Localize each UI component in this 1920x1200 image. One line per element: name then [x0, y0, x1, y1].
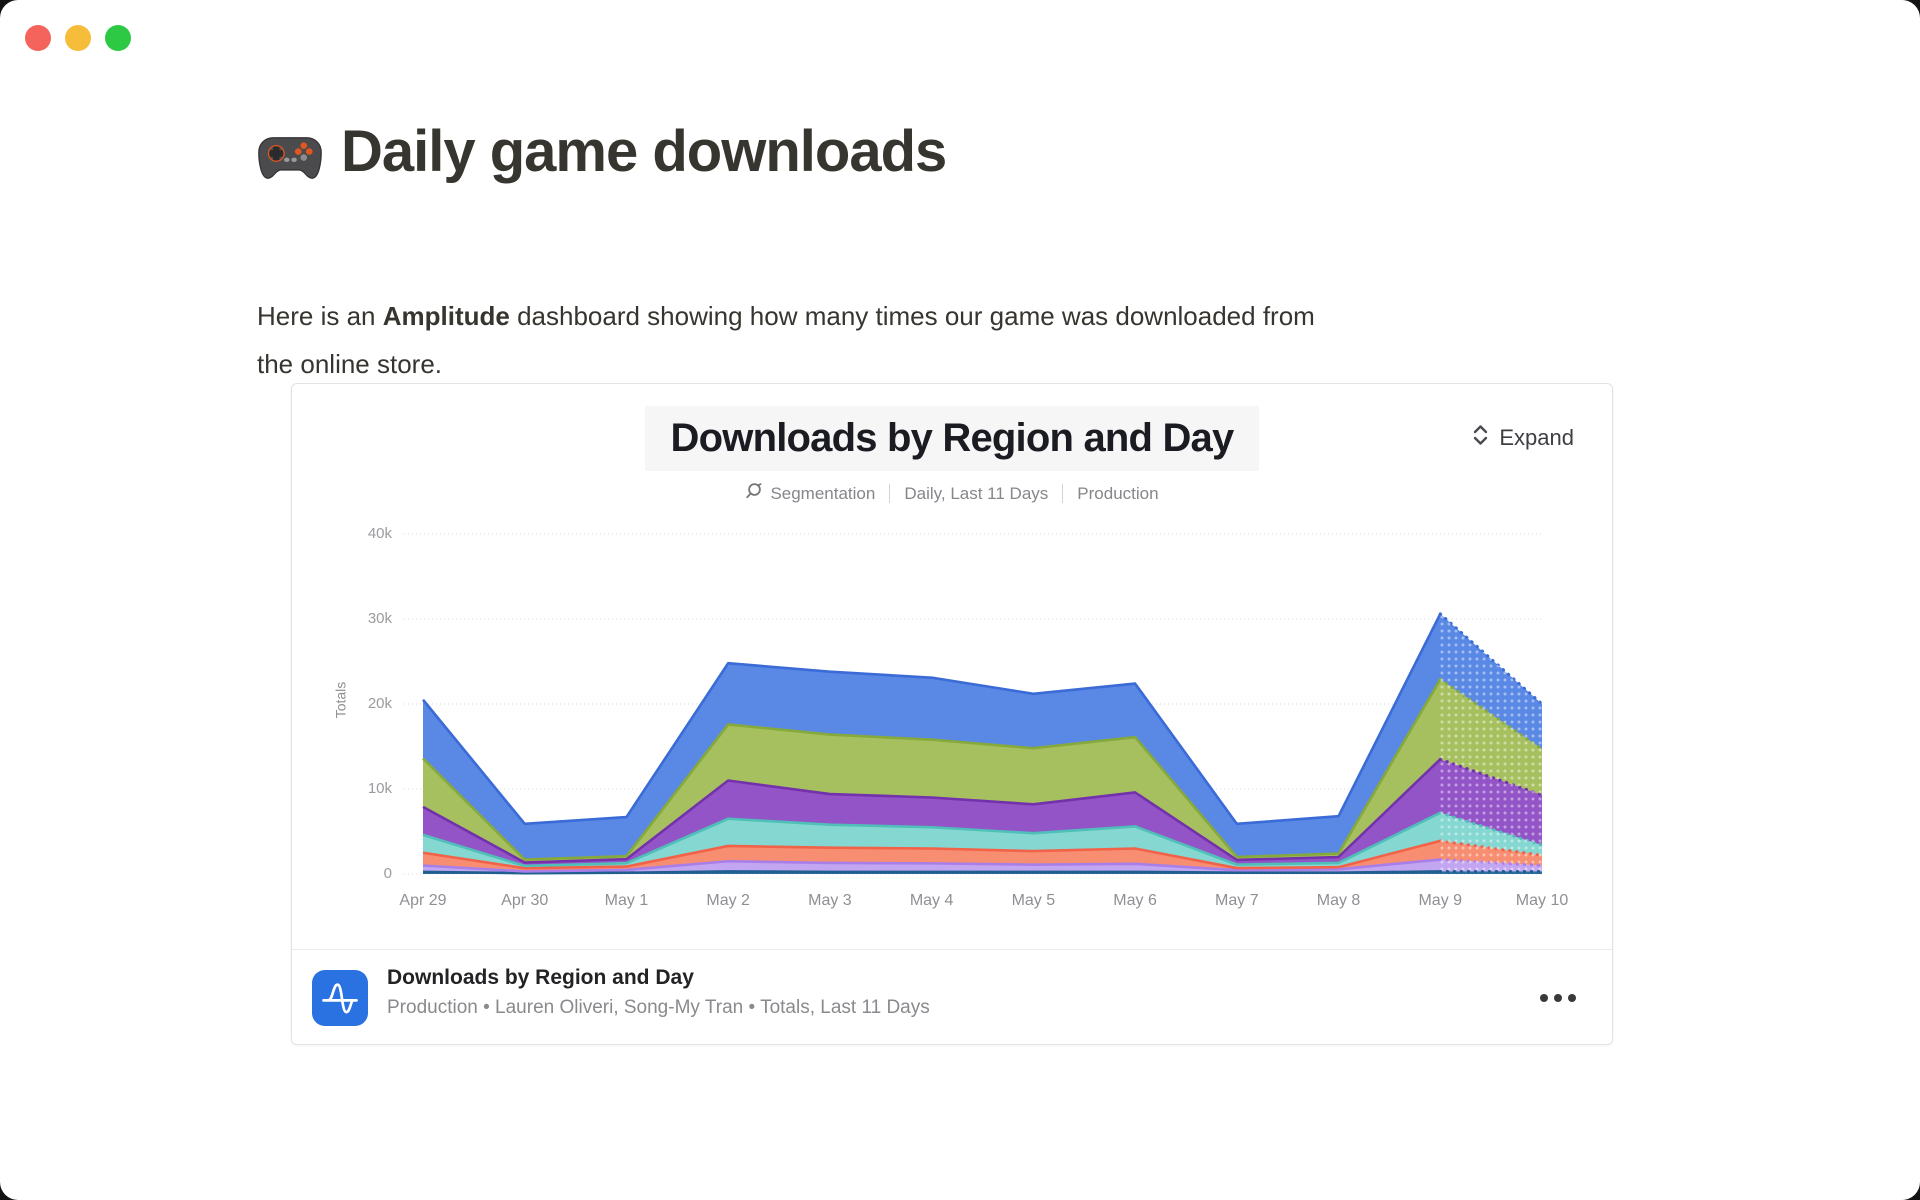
- segmentation-icon: [745, 482, 763, 505]
- footer-chart-title: Downloads by Region and Day: [387, 966, 694, 989]
- expand-label: Expand: [1499, 425, 1574, 450]
- intro-paragraph: Here is an Amplitude dashboard showing h…: [257, 301, 1315, 379]
- footer-chart-meta: Production • Lauren Oliveri, Song-My Tra…: [387, 997, 930, 1018]
- ellipsis-icon: [1540, 994, 1548, 1002]
- page-title-text: Daily game downloads: [341, 119, 947, 184]
- y-axis-tick: 0: [383, 865, 392, 882]
- card-divider: [292, 949, 1612, 950]
- close-button[interactable]: [25, 25, 51, 51]
- chart-title: Downloads by Region and Day: [644, 406, 1260, 471]
- page-title: Daily game downloads: [257, 118, 947, 185]
- x-axis-tick: May 5: [1011, 892, 1056, 909]
- chart-title-row: Downloads by Region and Day: [292, 406, 1612, 471]
- x-axis-tick: May 9: [1418, 892, 1463, 909]
- x-axis-tick: May 6: [1113, 892, 1157, 909]
- x-axis-tick: Apr 30: [501, 892, 549, 909]
- x-axis-tick: May 4: [909, 892, 954, 909]
- chart-meta-row: Segmentation Daily, Last 11 Days Product…: [292, 482, 1612, 505]
- expand-chevrons-icon: [1472, 424, 1489, 452]
- x-axis-tick: May 1: [604, 892, 649, 909]
- stacked-area-chart: Totals 0 10k 20k 30k 40k Apr 29 Apr 30 May 1 May…: [292, 384, 1614, 949]
- segmentation-label: Segmentation: [770, 483, 876, 503]
- meta-separator: [1062, 484, 1064, 503]
- minimize-button[interactable]: [65, 25, 91, 51]
- window-controls: [25, 25, 131, 51]
- meta-separator: [889, 484, 891, 503]
- x-axis-tick: Apr 29: [399, 892, 447, 909]
- y-axis-tick: 40k: [367, 525, 392, 542]
- card-footer: Downloads by Region and Day Production •…: [292, 950, 1612, 1046]
- x-axis-tick: May 8: [1316, 892, 1361, 909]
- x-axis-tick: May 7: [1215, 892, 1259, 909]
- y-axis-tick: 10k: [367, 780, 392, 797]
- environment-label: Production: [1077, 483, 1159, 503]
- more-menu-button[interactable]: [1534, 988, 1582, 1008]
- expand-button[interactable]: Expand: [1468, 420, 1578, 456]
- zoom-button[interactable]: [105, 25, 131, 51]
- x-axis-tick: May 3: [808, 892, 852, 909]
- x-axis-tick: May 10: [1515, 892, 1569, 909]
- amplitude-logo: [312, 970, 368, 1026]
- segmentation-chip: Segmentation: [745, 482, 875, 505]
- y-axis-tick: 20k: [367, 695, 392, 712]
- date-range-label: Daily, Last 11 Days: [904, 483, 1049, 503]
- y-axis-tick: 30k: [367, 610, 392, 627]
- amplitude-embed-card: Downloads by Region and Day Segmentation…: [291, 383, 1613, 1045]
- gamepad-icon: [257, 130, 323, 180]
- x-axis-tick: May 2: [706, 892, 750, 909]
